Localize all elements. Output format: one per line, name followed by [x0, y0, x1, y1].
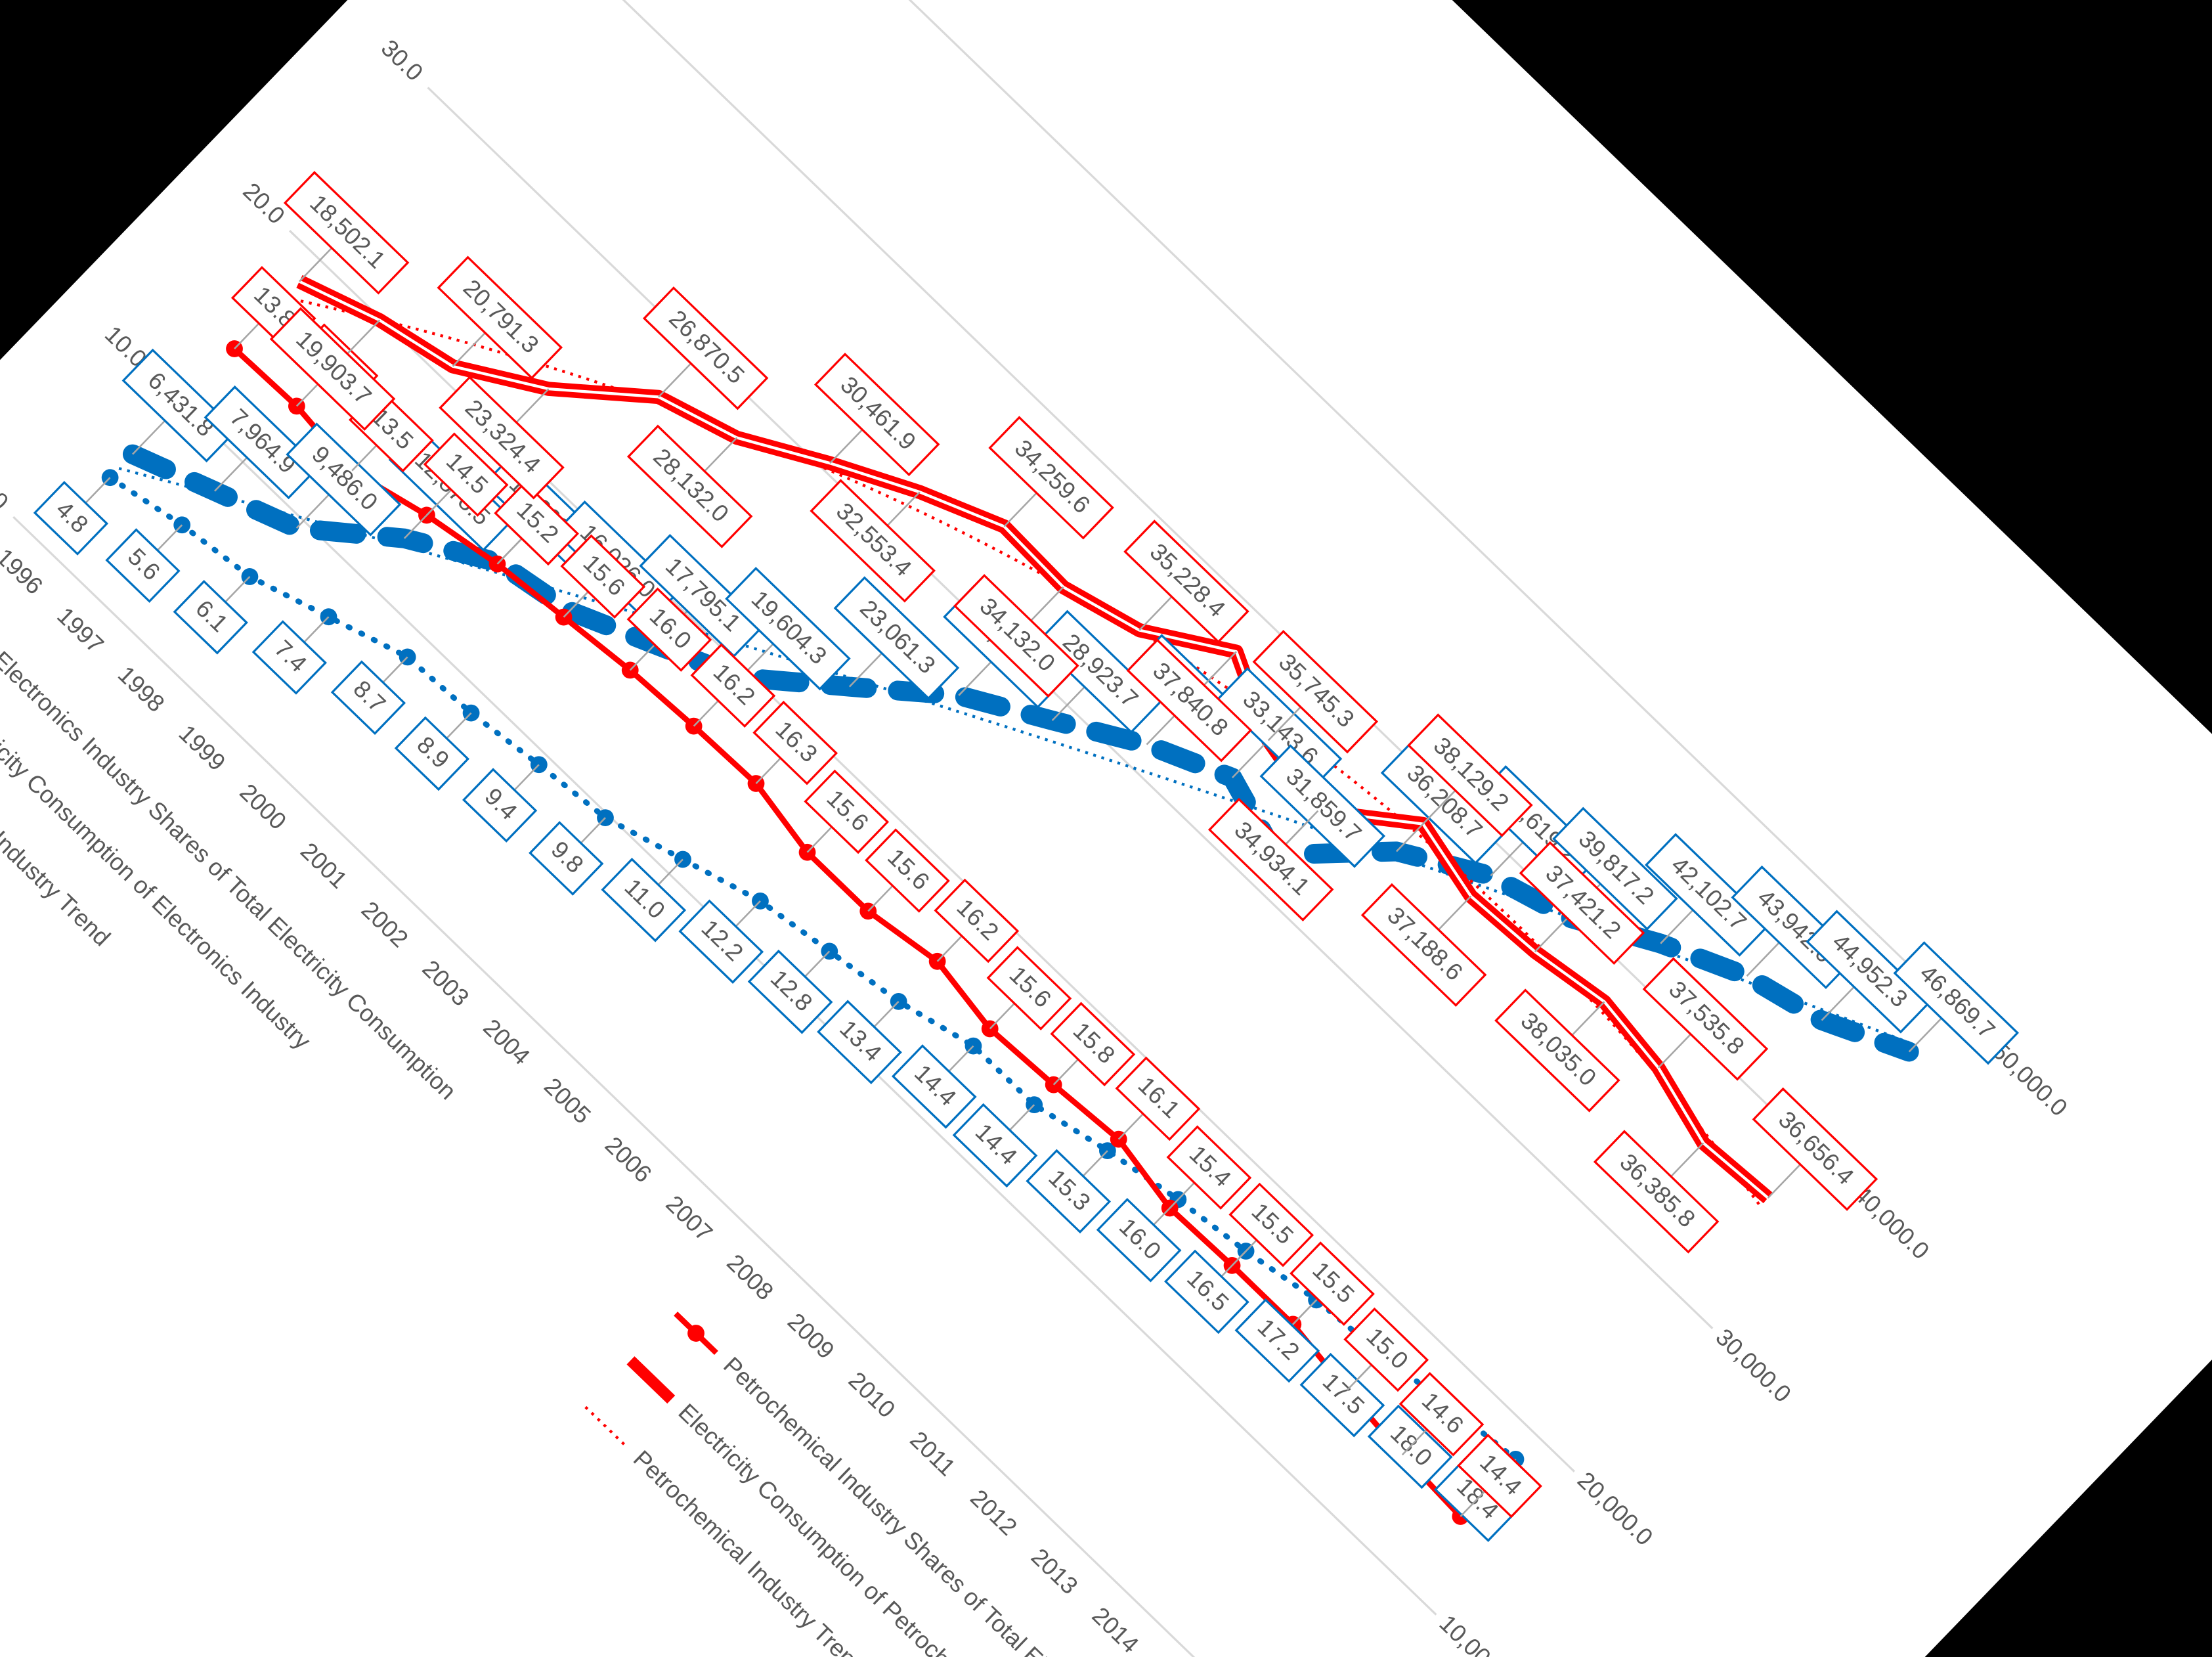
data-label-box	[439, 376, 565, 500]
data-label-box	[121, 348, 238, 463]
data-label-box	[813, 352, 940, 477]
data-label-box	[810, 479, 936, 603]
data-label-box	[953, 573, 1079, 698]
data-label-box	[1457, 1433, 1542, 1518]
data-label-box	[1050, 1002, 1136, 1087]
data-label-box	[988, 416, 1114, 540]
grid-line	[565, 0, 1846, 1181]
data-label-box	[639, 533, 765, 658]
data-label-box	[1026, 1149, 1112, 1234]
data-label-box	[1252, 630, 1379, 754]
data-label-box	[1228, 1182, 1314, 1268]
data-label-box	[1552, 806, 1678, 931]
data-label-box	[642, 286, 769, 410]
y2-tick	[1705, 1321, 1714, 1329]
data-label-box	[690, 643, 776, 728]
data-label-box	[560, 534, 646, 619]
grid-line	[12, 516, 1293, 1657]
data-label-box	[1343, 1307, 1429, 1392]
y2-tick	[1429, 1608, 1437, 1616]
data-label-box	[1115, 1056, 1201, 1141]
data-label-box	[986, 946, 1072, 1030]
trend-line	[118, 467, 1917, 1047]
legend-marker	[687, 1325, 705, 1342]
data-label-box	[1593, 1130, 1720, 1254]
data-label-box	[626, 424, 753, 548]
data-label-box	[725, 567, 851, 691]
data-label-box	[105, 528, 181, 603]
data-label-box	[1645, 833, 1771, 957]
data-label-box	[952, 1103, 1038, 1188]
data-label-box	[891, 1044, 977, 1129]
data-label-box	[1166, 1125, 1252, 1210]
data-label-box	[1519, 841, 1645, 965]
data-label-box	[33, 481, 109, 556]
data-label-box	[283, 171, 410, 295]
data-label-box	[462, 768, 538, 843]
data-label-box	[173, 579, 248, 655]
data-label-box	[678, 899, 764, 984]
data-label-box	[529, 821, 604, 896]
data-label-box	[1207, 797, 1334, 921]
y2-tick	[1567, 1465, 1575, 1472]
data-label-box	[330, 660, 406, 736]
data-label-box	[817, 1000, 902, 1084]
data-label-box	[1494, 988, 1620, 1113]
data-label-box	[269, 307, 396, 431]
data-label-box	[251, 620, 327, 695]
data-label-box	[1642, 957, 1769, 1081]
grid-line	[703, 0, 1984, 1038]
data-label-box	[1096, 1197, 1182, 1283]
data-label-box	[1123, 519, 1249, 644]
data-label-box	[804, 769, 890, 854]
data-label-box	[1126, 638, 1253, 762]
data-label-box	[1399, 1372, 1485, 1457]
data-label-box	[626, 587, 712, 672]
data-label-box	[1407, 713, 1533, 837]
data-label-box	[437, 255, 563, 380]
data-label-box	[747, 949, 833, 1034]
data-label-box	[865, 828, 950, 913]
data-label-box	[1234, 1298, 1320, 1383]
data-label-box	[1036, 609, 1163, 734]
data-label-box	[1806, 910, 1932, 1034]
data-label-box	[1164, 1249, 1249, 1335]
data-label-box	[1290, 1241, 1375, 1326]
data-label-box	[752, 700, 838, 785]
data-label-box	[601, 858, 687, 942]
legend-swatch	[626, 1356, 676, 1404]
data-label-box	[1752, 1087, 1878, 1211]
data-label-box	[833, 576, 960, 700]
data-label-box	[494, 481, 579, 566]
data-label-box	[934, 878, 1020, 963]
data-label-box	[1360, 883, 1487, 1007]
data-label-box	[204, 385, 320, 500]
data-label-box	[423, 432, 509, 517]
data-label-box	[394, 716, 469, 791]
series-line-inner	[299, 280, 1769, 1199]
legend-swatch	[584, 1405, 628, 1447]
data-label-box	[1893, 941, 2020, 1065]
